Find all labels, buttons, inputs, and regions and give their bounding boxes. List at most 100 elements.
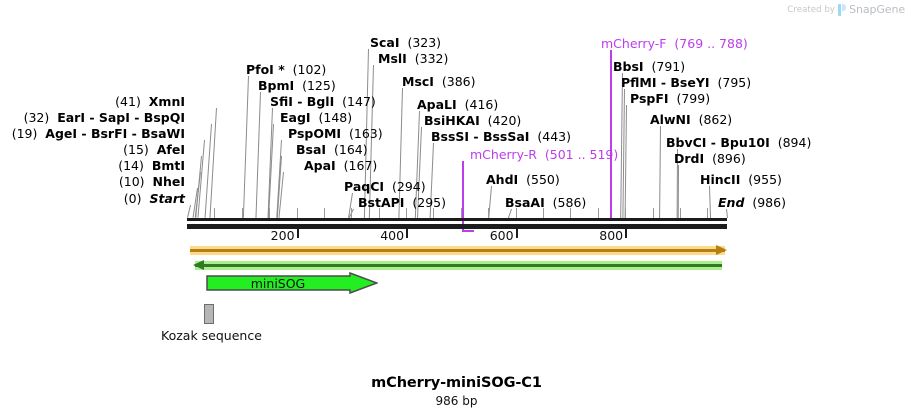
site-label-bmti[interactable]: (14) BmtI: [0, 158, 185, 173]
site-label-bsaai[interactable]: BsaAI (586): [505, 195, 587, 210]
site-label-hincii[interactable]: HincII (955): [700, 172, 782, 187]
site-label-end[interactable]: End (986): [718, 195, 786, 210]
ruler-minor-tick: [323, 208, 325, 218]
leader-line-bsaai: [507, 208, 512, 219]
site-name-bbvci: BbvCI - Bpu10I: [666, 135, 770, 150]
site-position-bsssi: (443): [529, 129, 572, 144]
site-label-bpmi[interactable]: BpmI (125): [258, 78, 336, 93]
primer-stem-mcherry-r: [462, 161, 464, 232]
site-label-msci[interactable]: MscI (386): [402, 75, 476, 89]
site-position-afei: (15): [123, 142, 157, 157]
site-name-hincii: HincII: [700, 172, 741, 187]
site-position-drdi: (896): [704, 151, 746, 166]
site-label-xmni[interactable]: (41) XmnI: [0, 94, 185, 109]
site-label-eagi[interactable]: EagI (148): [280, 110, 353, 125]
site-label-ahdi[interactable]: AhdI (550): [486, 172, 560, 187]
site-position-apali: (416): [456, 97, 499, 112]
site-label-start[interactable]: (0) Start: [0, 191, 185, 206]
gene-arrow-minisog[interactable]: [206, 271, 380, 295]
ruler-minor-tick: [378, 208, 380, 218]
ruler-minor-tick: [296, 208, 298, 218]
site-label-bsssi[interactable]: BssSI - BssSaI (443): [431, 129, 572, 144]
site-label-bsihkai[interactable]: BsiHKAI (420): [424, 113, 522, 128]
site-label-msli[interactable]: MslI (332): [378, 51, 448, 66]
site-label-bsai[interactable]: BsaI (164): [296, 143, 368, 157]
kozak-sequence-marker[interactable]: [204, 304, 214, 324]
site-name-ahdi: AhdI: [486, 172, 519, 187]
site-position-pfoi: (102): [284, 62, 327, 77]
site-name-msli: MslI: [378, 51, 407, 66]
green-feature-arrowhead: [193, 260, 204, 270]
site-label-pspfi[interactable]: PspFI (799): [630, 91, 711, 106]
site-label-pfoi[interactable]: PfoI * (102): [246, 62, 327, 77]
site-name-apai: ApaI: [304, 158, 336, 173]
site-position-eari: (32): [23, 110, 58, 125]
site-position-end: (986): [744, 195, 786, 210]
ruler-minor-tick: [351, 208, 353, 218]
site-name-nhei: NheI: [152, 174, 186, 189]
green-feature-line[interactable]: [195, 264, 722, 267]
site-position-start: (0): [123, 191, 150, 206]
site-label-drdi[interactable]: DrdI (896): [674, 151, 746, 166]
leader-line-hincii: [709, 185, 712, 219]
site-position-hincii: (955): [740, 172, 782, 187]
orange-feature-arrowhead: [716, 245, 727, 255]
site-position-alwni: (862): [690, 112, 733, 127]
site-label-apai[interactable]: ApaI (167): [304, 158, 378, 173]
watermark-brand: SnapGene: [849, 3, 905, 16]
site-position-bbvci: (894): [769, 135, 812, 150]
ruler-minor-tick: [433, 208, 435, 218]
orange-feature-line[interactable]: [190, 249, 725, 252]
site-label-alwni[interactable]: AlwNI (862): [650, 112, 733, 127]
site-name-xmni: XmnI: [148, 94, 185, 109]
site-label-pspomi[interactable]: PspOMI (163): [288, 127, 383, 141]
ruler-minor-tick: [652, 208, 654, 218]
site-name-agei: AgeI - BsrFI - BsaWI: [45, 126, 185, 141]
site-name-scai: ScaI: [370, 35, 400, 50]
site-name-end: End: [718, 195, 745, 210]
site-label-scai[interactable]: ScaI (323): [370, 35, 441, 50]
site-label-pflmi[interactable]: PflMI - BseYI (795): [621, 75, 752, 90]
site-position-bmti: (14): [118, 158, 152, 173]
site-label-nhei[interactable]: (10) NheI: [0, 174, 186, 189]
site-name-eari: EarI - SapI - BspQI: [57, 110, 185, 125]
primer-label-mcherry-r[interactable]: mCherry-R (501 .. 519): [470, 148, 618, 162]
gene-label-minisog: miniSOG: [250, 276, 306, 291]
primer-label-mcherry-f[interactable]: mCherry-F (769 .. 788): [601, 37, 748, 51]
site-name-start: Start: [149, 191, 185, 206]
site-label-afei[interactable]: (15) AfeI: [0, 142, 185, 157]
site-label-agei[interactable]: (19) AgeI - BsrFI - BsaWI: [0, 126, 185, 141]
site-name-bpmi: BpmI: [258, 78, 295, 93]
site-position-bsaai: (586): [544, 195, 587, 210]
site-position-paqci: (294): [384, 179, 426, 194]
ruler-tick-400: [406, 229, 409, 238]
site-name-bstapi: BstAPI: [358, 195, 405, 210]
site-name-alwni: AlwNI: [650, 112, 691, 127]
plasmid-title: mCherry-miniSOG-C1: [371, 375, 542, 391]
site-name-bmti: BmtI: [151, 158, 185, 173]
primer-stem-mcherry-f: [610, 50, 612, 220]
ruler-minor-tick: [570, 208, 572, 218]
site-position-eagi: (148): [310, 110, 353, 125]
plasmid-size: 986 bp: [435, 394, 478, 408]
site-position-bsihkai: (420): [479, 113, 522, 128]
site-label-bbvci[interactable]: BbvCI - Bpu10I (894): [666, 135, 812, 150]
site-position-pspfi: (799): [668, 91, 711, 106]
site-position-apai: (167): [335, 158, 378, 173]
site-label-bstapi[interactable]: BstAPI (295): [358, 195, 446, 210]
site-name-bbsi: BbsI: [613, 59, 644, 74]
site-label-apali[interactable]: ApaLI (416): [417, 97, 499, 112]
site-position-pflmi: (795): [709, 75, 752, 90]
ruler-tick-800: [625, 229, 628, 238]
site-label-sfii[interactable]: SfiI - BglI (147): [270, 94, 376, 109]
site-name-paqci: PaqCI: [344, 179, 385, 194]
leader-line-bpmi: [255, 91, 261, 219]
site-position-sfii: (147): [334, 94, 376, 109]
leader-line-alwni: [659, 125, 661, 219]
site-label-paqci[interactable]: PaqCI (294): [344, 179, 426, 194]
leader-line-end: [726, 208, 728, 219]
site-label-bbsi[interactable]: BbsI (791): [613, 59, 685, 74]
leader-line-pfoi: [242, 75, 249, 219]
site-label-eari[interactable]: (32) EarI - SapI - BspQI: [0, 110, 185, 125]
